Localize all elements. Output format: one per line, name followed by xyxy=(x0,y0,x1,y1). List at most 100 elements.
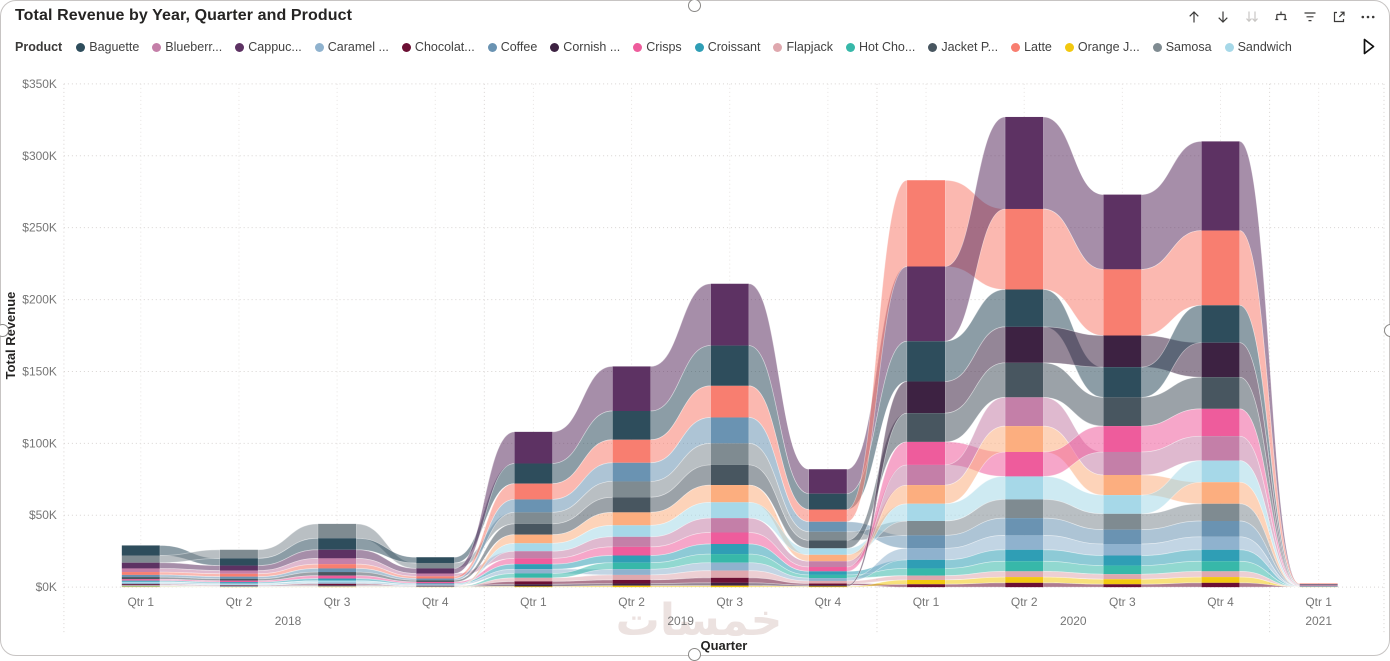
bar-cornish-q3[interactable] xyxy=(318,585,356,586)
bar-coffee-q5[interactable] xyxy=(514,499,552,512)
bar-crisps-q10[interactable] xyxy=(1005,452,1043,476)
bar-jacket-p-q3[interactable] xyxy=(318,572,356,576)
bar-coffee-q11[interactable] xyxy=(1103,530,1141,544)
bar-caramel-q2[interactable] xyxy=(220,583,258,584)
bar-baguette-q7[interactable] xyxy=(711,346,749,386)
bar-crisps-q5[interactable] xyxy=(514,558,552,564)
bar-unnamed-q10[interactable] xyxy=(1005,426,1043,452)
bar-baguette-q12[interactable] xyxy=(1202,305,1240,342)
bar-croissant-q9[interactable] xyxy=(907,560,945,569)
bar-latte-q8[interactable] xyxy=(809,509,847,521)
bar-chocolat-q2[interactable] xyxy=(220,585,258,586)
bar-hot-cho-q1[interactable] xyxy=(122,586,160,587)
bar-unnamed-q12[interactable] xyxy=(1202,482,1240,504)
bar-coffee-q7[interactable] xyxy=(711,417,749,443)
bar-blueberr-q2[interactable] xyxy=(220,571,258,574)
bar-chocolat-q9[interactable] xyxy=(907,584,945,587)
bar-sandwich-q8[interactable] xyxy=(809,548,847,554)
bar-crisps-q2[interactable] xyxy=(220,581,258,582)
bar-latte-q5[interactable] xyxy=(514,484,552,500)
ribbon-orange-j[interactable] xyxy=(651,586,711,587)
bar-caramel-q7[interactable] xyxy=(711,563,749,571)
bar-caramel-q6[interactable] xyxy=(613,569,651,575)
bar-flapjack-q7[interactable] xyxy=(711,571,749,578)
bar-samosa-q6[interactable] xyxy=(613,481,651,497)
bar-sandwich-q6[interactable] xyxy=(613,525,651,537)
ribbon-cornish[interactable] xyxy=(651,583,711,586)
bar-baguette-q3[interactable] xyxy=(318,538,356,550)
bar-caramel-q3[interactable] xyxy=(318,582,356,583)
bar-cornish-q7[interactable] xyxy=(711,583,749,586)
bar-caramel-q4[interactable] xyxy=(416,584,454,585)
bar-latte-q3[interactable] xyxy=(318,564,356,568)
bar-sandwich-q11[interactable] xyxy=(1103,495,1141,514)
bar-croissant-q2[interactable] xyxy=(220,582,258,583)
bar-crisps-q1[interactable] xyxy=(122,579,160,580)
bar-latte-q9[interactable] xyxy=(907,180,945,266)
bar-chocolat-q6[interactable] xyxy=(613,580,651,584)
bar-latte-q13[interactable] xyxy=(1300,583,1338,584)
bar-unnamed-q5[interactable] xyxy=(514,535,552,544)
bar-blueberr-q12[interactable] xyxy=(1202,436,1240,460)
bar-blueberr-q3[interactable] xyxy=(318,558,356,564)
bar-latte-q7[interactable] xyxy=(711,386,749,418)
bar-baguette-q2[interactable] xyxy=(220,558,258,565)
bar-cappuc-q1[interactable] xyxy=(122,563,160,569)
bar-flapjack-q3[interactable] xyxy=(318,586,356,587)
bar-orange-j-q10[interactable] xyxy=(1005,577,1043,583)
bar-sandwich-q9[interactable] xyxy=(907,504,945,521)
bar-coffee-q9[interactable] xyxy=(907,535,945,548)
bar-sandwich-q4[interactable] xyxy=(416,585,454,586)
bar-cappuc-q6[interactable] xyxy=(613,366,651,411)
bar-flapjack-q5[interactable] xyxy=(514,578,552,582)
bar-hot-cho-q8[interactable] xyxy=(809,575,847,578)
bar-jacket-p-q1[interactable] xyxy=(122,577,160,579)
bar-cappuc-q4[interactable] xyxy=(416,568,454,573)
bar-samosa-q5[interactable] xyxy=(514,512,552,524)
bar-crisps-q4[interactable] xyxy=(416,582,454,583)
bar-flapjack-q1[interactable] xyxy=(122,585,160,586)
bar-croissant-q1[interactable] xyxy=(122,581,160,582)
bar-samosa-q7[interactable] xyxy=(711,443,749,465)
bar-croissant-q5[interactable] xyxy=(514,564,552,569)
bar-jacket-p-q12[interactable] xyxy=(1202,377,1240,409)
bar-jacket-p-q8[interactable] xyxy=(809,540,847,548)
bar-latte-q11[interactable] xyxy=(1103,269,1141,335)
bar-unnamed-q8[interactable] xyxy=(809,555,847,561)
bar-crisps-q7[interactable] xyxy=(711,533,749,545)
bar-cornish-q10[interactable] xyxy=(1005,327,1043,363)
bar-caramel-q12[interactable] xyxy=(1202,537,1240,550)
bar-blueberr-q5[interactable] xyxy=(514,551,552,558)
bar-cornish-q6[interactable] xyxy=(613,584,651,586)
bar-cappuc-q5[interactable] xyxy=(514,432,552,464)
bar-coffee-q6[interactable] xyxy=(613,463,651,482)
bar-cornish-q11[interactable] xyxy=(1103,336,1141,368)
bar-jacket-p-q6[interactable] xyxy=(613,497,651,512)
bar-crisps-q11[interactable] xyxy=(1103,426,1141,452)
bar-coffee-q8[interactable] xyxy=(809,522,847,532)
bar-unnamed-q9[interactable] xyxy=(907,485,945,504)
bar-sandwich-q12[interactable] xyxy=(1202,461,1240,483)
bar-unnamed-q11[interactable] xyxy=(1103,475,1141,495)
bar-croissant-q4[interactable] xyxy=(416,583,454,584)
bar-cornish-q12[interactable] xyxy=(1202,343,1240,378)
bar-crisps-q9[interactable] xyxy=(907,442,945,465)
bar-crisps-q8[interactable] xyxy=(809,567,847,571)
bar-orange-j-q8[interactable] xyxy=(809,586,847,587)
bar-croissant-q3[interactable] xyxy=(318,579,356,581)
bar-baguette-q1[interactable] xyxy=(122,545,160,555)
bar-orange-j-q6[interactable] xyxy=(613,586,651,587)
bar-cornish-q1[interactable] xyxy=(122,585,160,586)
bar-sandwich-q10[interactable] xyxy=(1005,476,1043,499)
bar-samosa-q10[interactable] xyxy=(1005,499,1043,518)
bar-chocolat-q5[interactable] xyxy=(514,581,552,584)
bar-baguette-q6[interactable] xyxy=(613,411,651,440)
bar-croissant-q8[interactable] xyxy=(809,571,847,575)
bar-jacket-p-q4[interactable] xyxy=(416,580,454,582)
bar-coffee-q4[interactable] xyxy=(416,579,454,581)
bar-sandwich-q1[interactable] xyxy=(122,582,160,583)
bar-samosa-q8[interactable] xyxy=(809,532,847,541)
bar-blueberr-q9[interactable] xyxy=(907,465,945,485)
bar-hot-cho-q7[interactable] xyxy=(711,554,749,563)
bar-baguette-q10[interactable] xyxy=(1005,290,1043,327)
